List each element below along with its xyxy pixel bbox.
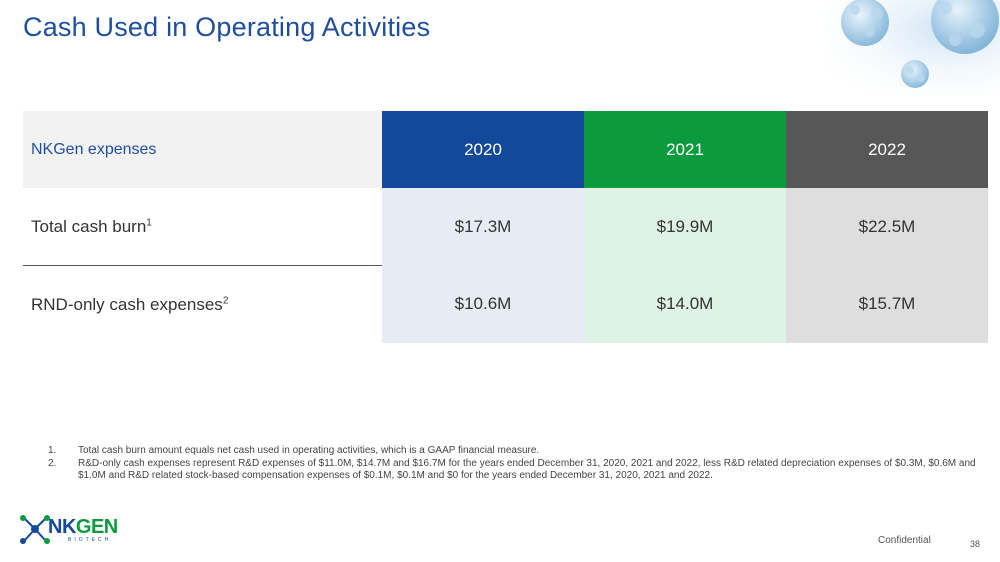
slide-title: Cash Used in Operating Activities <box>23 12 431 42</box>
value-cell: $14.0M <box>584 265 786 343</box>
footnote-item: 1. Total cash burn amount equals net cas… <box>48 445 978 458</box>
footnotes: 1. Total cash burn amount equals net cas… <box>48 445 978 483</box>
year-2022-header: 2022 <box>786 111 988 188</box>
cell-illustration <box>825 0 1000 96</box>
footnote-item: 2. R&D-only cash expenses represent R&D … <box>48 458 978 483</box>
footnote-number: 2. <box>48 457 57 469</box>
footnote-text: R&D-only cash expenses represent R&D exp… <box>78 457 976 482</box>
footnote-number: 1. <box>48 445 57 456</box>
confidential-label: Confidential <box>878 535 931 546</box>
year-2020-header: 2020 <box>382 111 584 188</box>
footnote-marker: 2 <box>222 294 229 306</box>
company-logo-text: NKGEN <box>48 516 118 539</box>
footnote-marker: 1 <box>146 216 152 228</box>
value-cell: $15.7M <box>786 265 988 343</box>
expenses-table: NKGen expenses 2020 2021 2022 Total cash… <box>23 111 988 343</box>
logo-gen: GEN <box>75 516 118 538</box>
table-row: RND-only cash expenses2 $10.6M $14.0M $1… <box>23 265 988 344</box>
molecule-logo-icon <box>20 515 50 544</box>
year-2021-header: 2021 <box>584 111 786 188</box>
row-label-text: RND-only cash expenses <box>31 294 223 314</box>
row-label-text: Total cash burn <box>31 216 147 236</box>
value-cell: $10.6M <box>382 265 584 343</box>
logo-nk: NK <box>48 516 76 538</box>
header-label: NKGen expenses <box>23 111 382 188</box>
page-number: 38 <box>970 539 981 549</box>
footnote-text: Total cash burn amount equals net cash u… <box>78 445 540 456</box>
value-cell: $17.3M <box>382 188 584 266</box>
value-cell: $19.9M <box>584 188 786 266</box>
table-row: Total cash burn1 $17.3M $19.9M $22.5M <box>23 188 988 266</box>
logo-subtitle: BIOTECH <box>68 537 112 543</box>
table-header-row: NKGen expenses 2020 2021 2022 <box>23 111 988 188</box>
row-label: RND-only cash expenses2 <box>23 266 382 344</box>
row-label: Total cash burn1 <box>23 188 382 266</box>
value-cell: $22.5M <box>786 188 988 266</box>
